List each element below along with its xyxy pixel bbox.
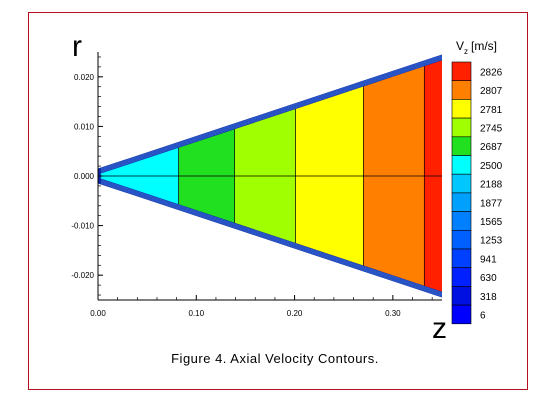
legend-label-2687: 2687 bbox=[480, 142, 503, 153]
legend-swatch-318 bbox=[451, 286, 472, 306]
contour-lines bbox=[98, 55, 443, 297]
boundary-contour-bottom bbox=[100, 181, 443, 296]
legend-label-941: 941 bbox=[480, 254, 497, 265]
figure-caption: Figure 4. Axial Velocity Contours. bbox=[171, 351, 379, 366]
legend: Vz [m/s] 2826 2807 2781 2745 2687 2500 2188 1877 1… bbox=[451, 39, 503, 325]
boundary-contour-bottom bbox=[100, 183, 443, 297]
y-tick-label: 0.020 bbox=[74, 73, 95, 82]
legend-label-2188: 2188 bbox=[480, 180, 503, 191]
legend-swatch-1877 bbox=[451, 192, 472, 212]
boundary-contour-top bbox=[100, 55, 443, 169]
legend-swatch-2188 bbox=[451, 173, 472, 194]
legend-label-1565: 1565 bbox=[480, 217, 503, 228]
legend-title: Vz [m/s] bbox=[456, 39, 497, 56]
y-axis-label: r bbox=[72, 30, 82, 63]
legend-swatch-2781 bbox=[451, 99, 472, 119]
boundary-contour-bottom bbox=[100, 182, 443, 296]
boundary-contour-top bbox=[100, 57, 443, 172]
x-tick-label: 0.00 bbox=[90, 309, 106, 318]
axes: 0.00 0.10 0.20 0.30 0.020 0.010 0.000 -0.010 -0.… bbox=[71, 52, 442, 318]
legend-swatch-1253 bbox=[451, 230, 472, 250]
legend-swatch-630 bbox=[451, 267, 472, 287]
legend-label-630: 630 bbox=[480, 273, 497, 284]
legend-label-2500: 2500 bbox=[480, 161, 503, 172]
legend-label-1253: 1253 bbox=[480, 236, 503, 247]
x-axis-label: z bbox=[432, 312, 447, 345]
y-tick-label: 0.000 bbox=[74, 172, 95, 181]
legend-swatch-1565 bbox=[451, 211, 472, 231]
x-tick-label: 0.30 bbox=[385, 309, 401, 318]
boundary-contour-top bbox=[100, 58, 443, 172]
boundary-contour-top bbox=[100, 56, 443, 170]
legend-swatch-2826 bbox=[451, 61, 472, 82]
boundary-contour-bottom bbox=[100, 179, 443, 293]
legend-swatch-2807 bbox=[451, 80, 472, 100]
legend-label-2826: 2826 bbox=[480, 67, 503, 78]
figure-frame bbox=[28, 12, 528, 390]
boundary-contour-top bbox=[100, 59, 443, 173]
legend-label-6: 6 bbox=[480, 310, 486, 321]
legend-label-2745: 2745 bbox=[480, 123, 503, 134]
x-tick-label: 0.20 bbox=[287, 309, 303, 318]
boundary-contour-top bbox=[100, 56, 443, 171]
legend-swatch-2745 bbox=[451, 117, 472, 138]
legend-label-1877: 1877 bbox=[480, 198, 503, 209]
boundary-contour-bottom bbox=[100, 180, 443, 294]
legend-label-2781: 2781 bbox=[480, 105, 503, 116]
legend-swatch-2687 bbox=[451, 136, 472, 156]
boundary-contour-bottom bbox=[100, 180, 443, 295]
y-tick-label: -0.020 bbox=[71, 271, 94, 280]
x-tick-label: 0.10 bbox=[188, 309, 204, 318]
y-tick-label: -0.010 bbox=[71, 222, 94, 231]
legend-label-2807: 2807 bbox=[480, 86, 503, 97]
legend-swatch-6 bbox=[451, 304, 472, 325]
legend-label-318: 318 bbox=[480, 292, 497, 303]
legend-swatch-2500 bbox=[451, 155, 472, 175]
y-tick-label: 0.010 bbox=[74, 122, 95, 131]
legend-swatch-941 bbox=[451, 248, 472, 269]
